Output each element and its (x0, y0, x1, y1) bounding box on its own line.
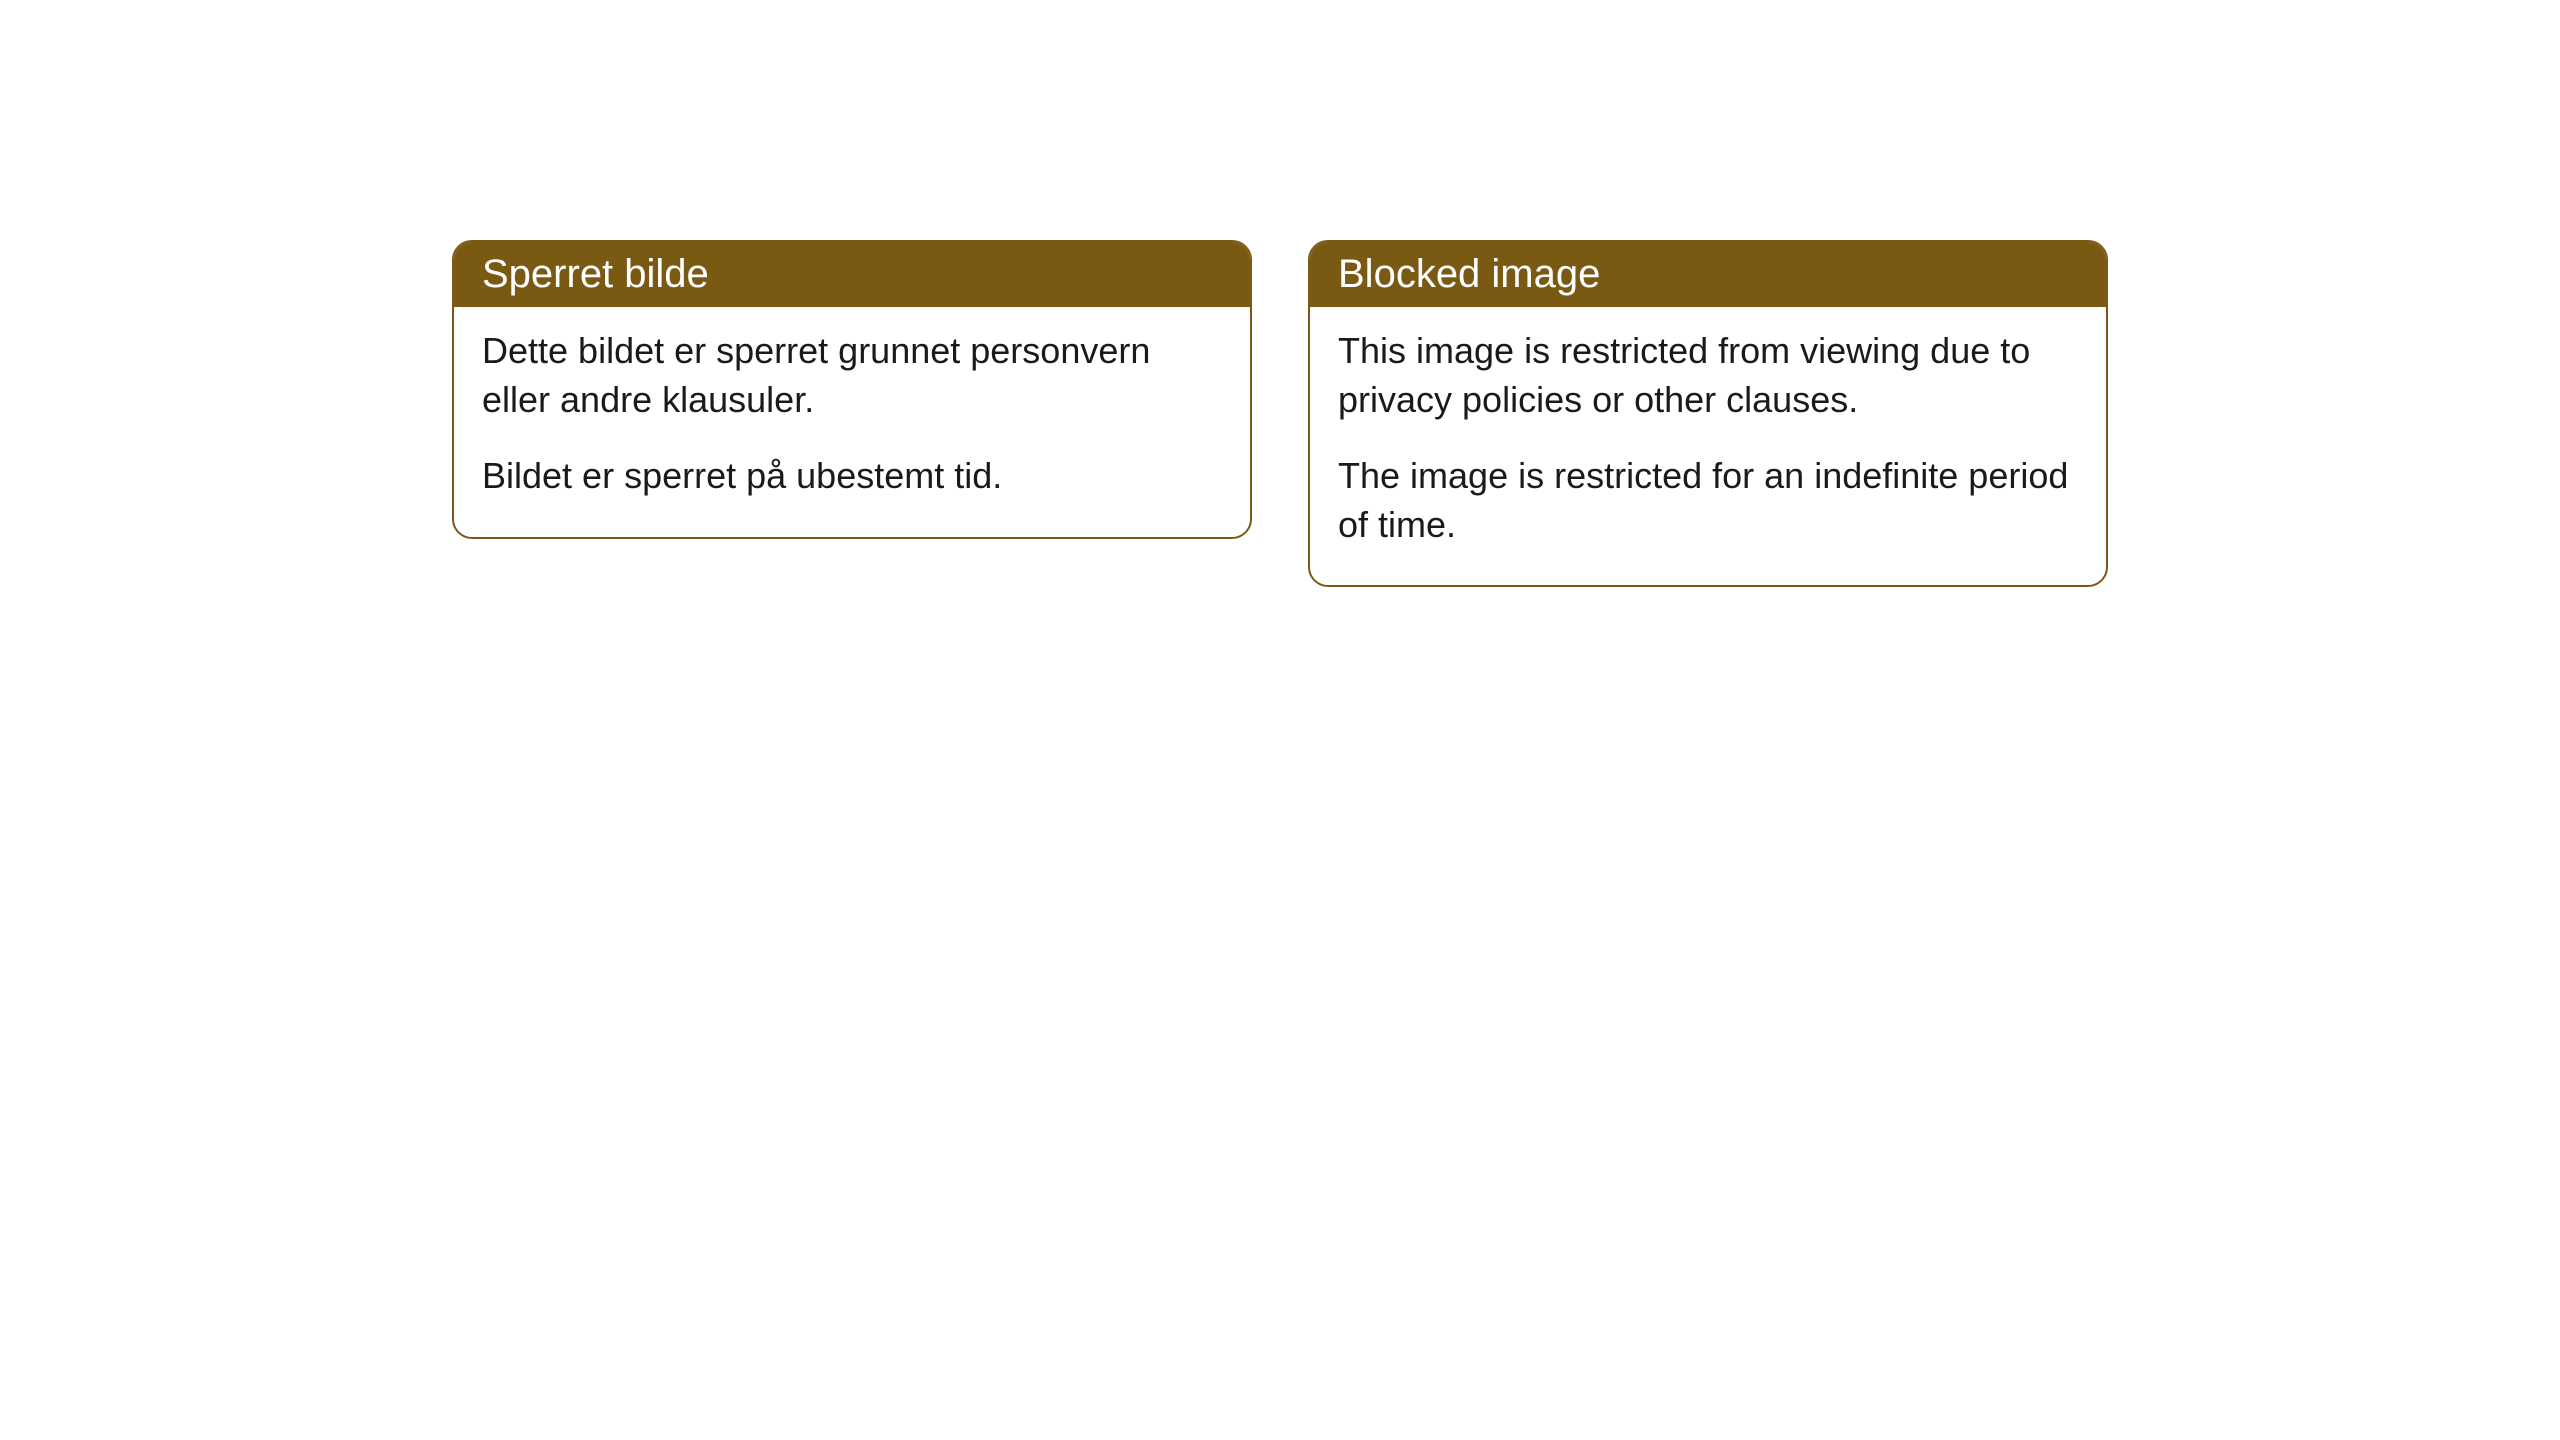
card-body-en: This image is restricted from viewing du… (1310, 307, 2106, 585)
card-title-en: Blocked image (1338, 252, 1600, 296)
card-paragraph-no-1: Dette bildet er sperret grunnet personve… (482, 327, 1222, 424)
card-paragraph-en-2: The image is restricted for an indefinit… (1338, 452, 2078, 549)
card-header-no: Sperret bilde (454, 242, 1250, 307)
card-paragraph-en-1: This image is restricted from viewing du… (1338, 327, 2078, 424)
card-title-no: Sperret bilde (482, 252, 709, 296)
blocked-image-card-en: Blocked image This image is restricted f… (1308, 240, 2108, 587)
blocked-image-card-no: Sperret bilde Dette bildet er sperret gr… (452, 240, 1252, 539)
card-container: Sperret bilde Dette bildet er sperret gr… (452, 240, 2108, 1440)
card-body-no: Dette bildet er sperret grunnet personve… (454, 307, 1250, 537)
card-paragraph-no-2: Bildet er sperret på ubestemt tid. (482, 452, 1222, 501)
card-header-en: Blocked image (1310, 242, 2106, 307)
